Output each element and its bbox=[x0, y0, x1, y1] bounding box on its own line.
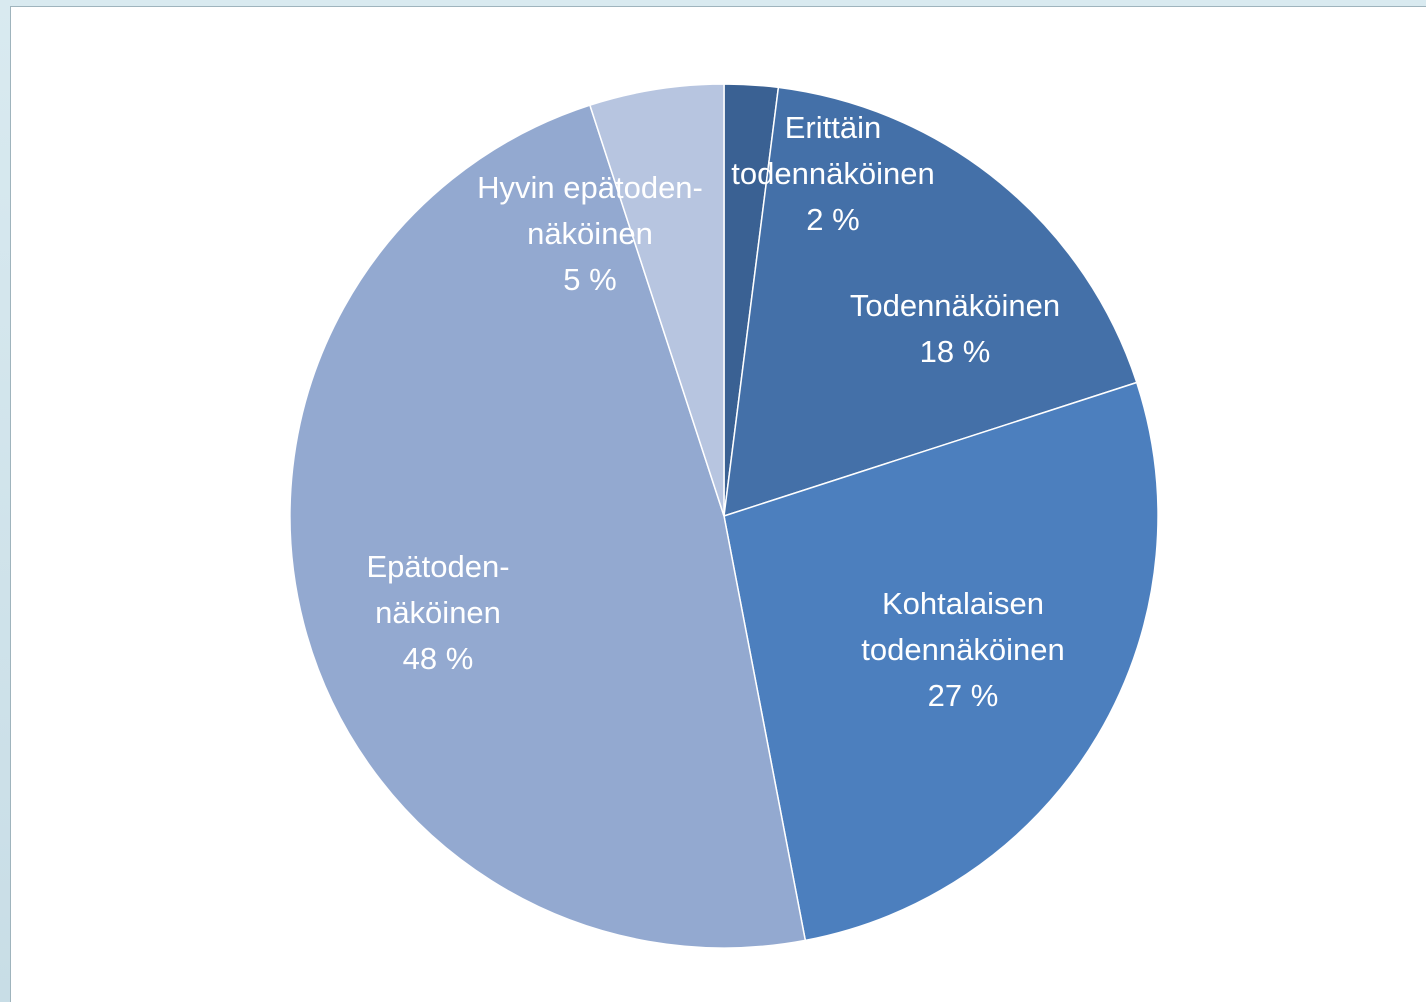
pie-slice-5 bbox=[588, 83, 725, 517]
slice-category-label: näköinen bbox=[375, 595, 501, 630]
slice-category-label: todennäköinen bbox=[731, 156, 934, 191]
slice-category-label: todennäköinen bbox=[861, 632, 1064, 667]
slice-category-label: Erittäin bbox=[785, 110, 881, 145]
slice-category-label: Epätoden- bbox=[366, 549, 509, 584]
slice-percent-label: 18 % bbox=[920, 334, 991, 369]
slice-category-label: näköinen bbox=[527, 216, 653, 251]
slice-percent-label: 48 % bbox=[403, 641, 474, 676]
pie-slices bbox=[289, 83, 1159, 949]
slice-percent-label: 5 % bbox=[563, 262, 616, 297]
pie-slice-3 bbox=[723, 381, 1159, 942]
slice-percent-label: 27 % bbox=[928, 678, 999, 713]
slice-category-label: Kohtalaisen bbox=[882, 586, 1044, 621]
slice-label-5: Hyvin epätoden-näköinen 5 % bbox=[477, 170, 703, 297]
slice-label-2: Todennäköinen 18 % bbox=[850, 288, 1060, 369]
slice-labels: Erittäin todennäköinen 2 % Todennäköinen 18 … bbox=[366, 110, 1064, 713]
slice-label-1: Erittäin todennäköinen 2 % bbox=[731, 110, 934, 237]
slice-category-label: Hyvin epätoden- bbox=[477, 170, 703, 205]
pie-slice-4 bbox=[289, 104, 807, 949]
slice-percent-label: 2 % bbox=[806, 202, 859, 237]
slice-label-4: Epätoden-näköinen 48 % bbox=[366, 549, 509, 676]
pie-slice-2 bbox=[723, 86, 1138, 518]
slice-label-3: Kohtalaisen todennäköinen 27 % bbox=[861, 586, 1064, 713]
slice-category-label: Todennäköinen bbox=[850, 288, 1060, 323]
